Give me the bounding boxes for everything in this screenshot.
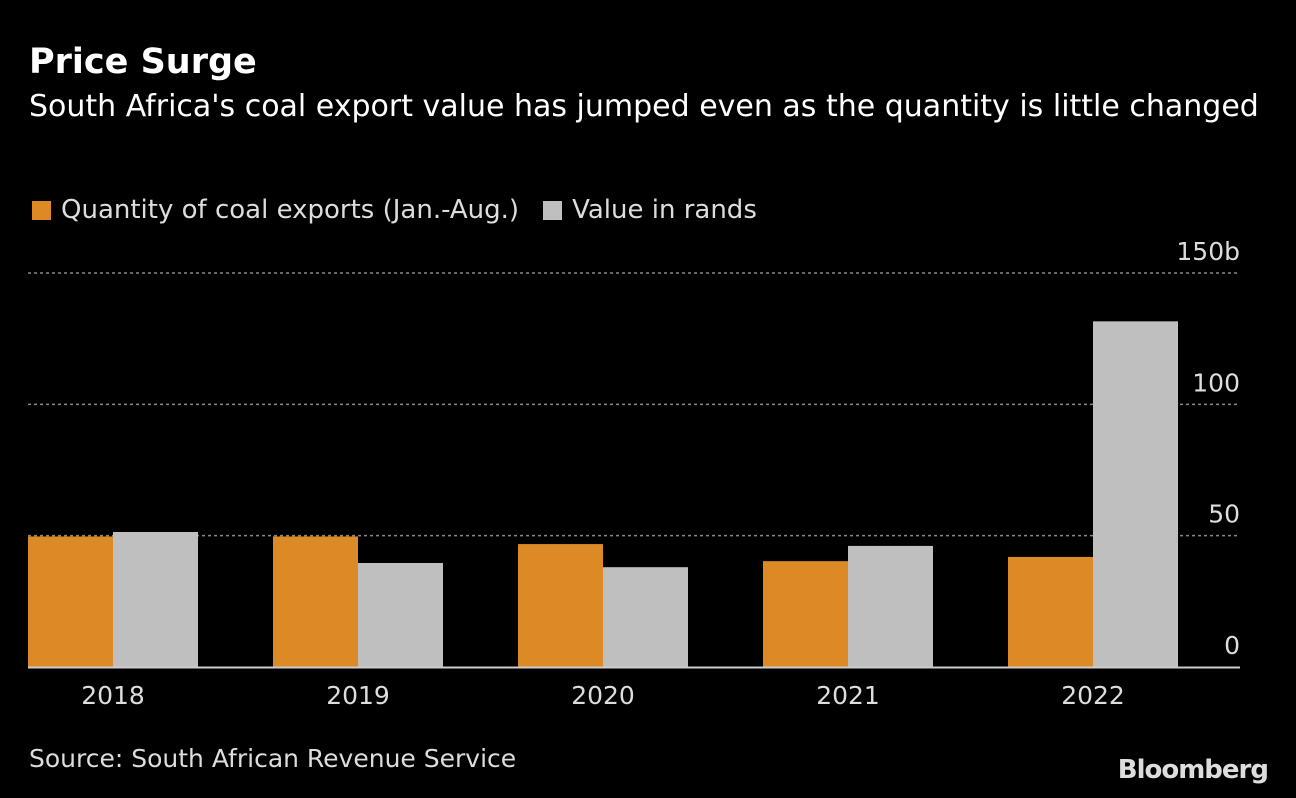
y-tick-label: 100 bbox=[1192, 368, 1240, 397]
y-tick-label: 150b bbox=[1176, 237, 1240, 266]
legend-label-value: Value in rands bbox=[572, 195, 757, 225]
bar-value-2021 bbox=[848, 545, 933, 667]
bar-value-2018 bbox=[113, 531, 198, 667]
bar-quantity-2018 bbox=[28, 536, 113, 667]
x-tick-label: 2019 bbox=[326, 681, 390, 710]
legend-label-quantity: Quantity of coal exports (Jan.-Aug.) bbox=[61, 195, 520, 225]
legend: Quantity of coal exports (Jan.-Aug.) Val… bbox=[32, 195, 781, 225]
bar-quantity-2020 bbox=[518, 544, 603, 667]
chart-title: Price Surge bbox=[29, 42, 257, 82]
chart-subtitle: South Africa's coal export value has jum… bbox=[29, 89, 1259, 124]
x-tick-label: 2020 bbox=[571, 681, 635, 710]
bar-quantity-2019 bbox=[273, 536, 358, 667]
bloomberg-logo: Bloomberg bbox=[1117, 755, 1269, 785]
y-tick-label: 50 bbox=[1208, 500, 1240, 529]
bar-value-2019 bbox=[358, 562, 443, 667]
bar-quantity-2022 bbox=[1008, 556, 1093, 667]
x-tick-label: 2021 bbox=[816, 681, 880, 710]
legend-swatch-value bbox=[543, 200, 563, 220]
bar-value-2020 bbox=[603, 567, 688, 667]
source-note: Source: South African Revenue Service bbox=[29, 744, 517, 773]
legend-swatch-quantity bbox=[32, 200, 51, 220]
bar-value-2022 bbox=[1093, 321, 1178, 667]
bar-quantity-2021 bbox=[763, 561, 848, 667]
x-tick-label: 2018 bbox=[81, 681, 145, 710]
y-tick-label: 0 bbox=[1224, 631, 1240, 660]
x-tick-label: 2022 bbox=[1061, 681, 1125, 710]
